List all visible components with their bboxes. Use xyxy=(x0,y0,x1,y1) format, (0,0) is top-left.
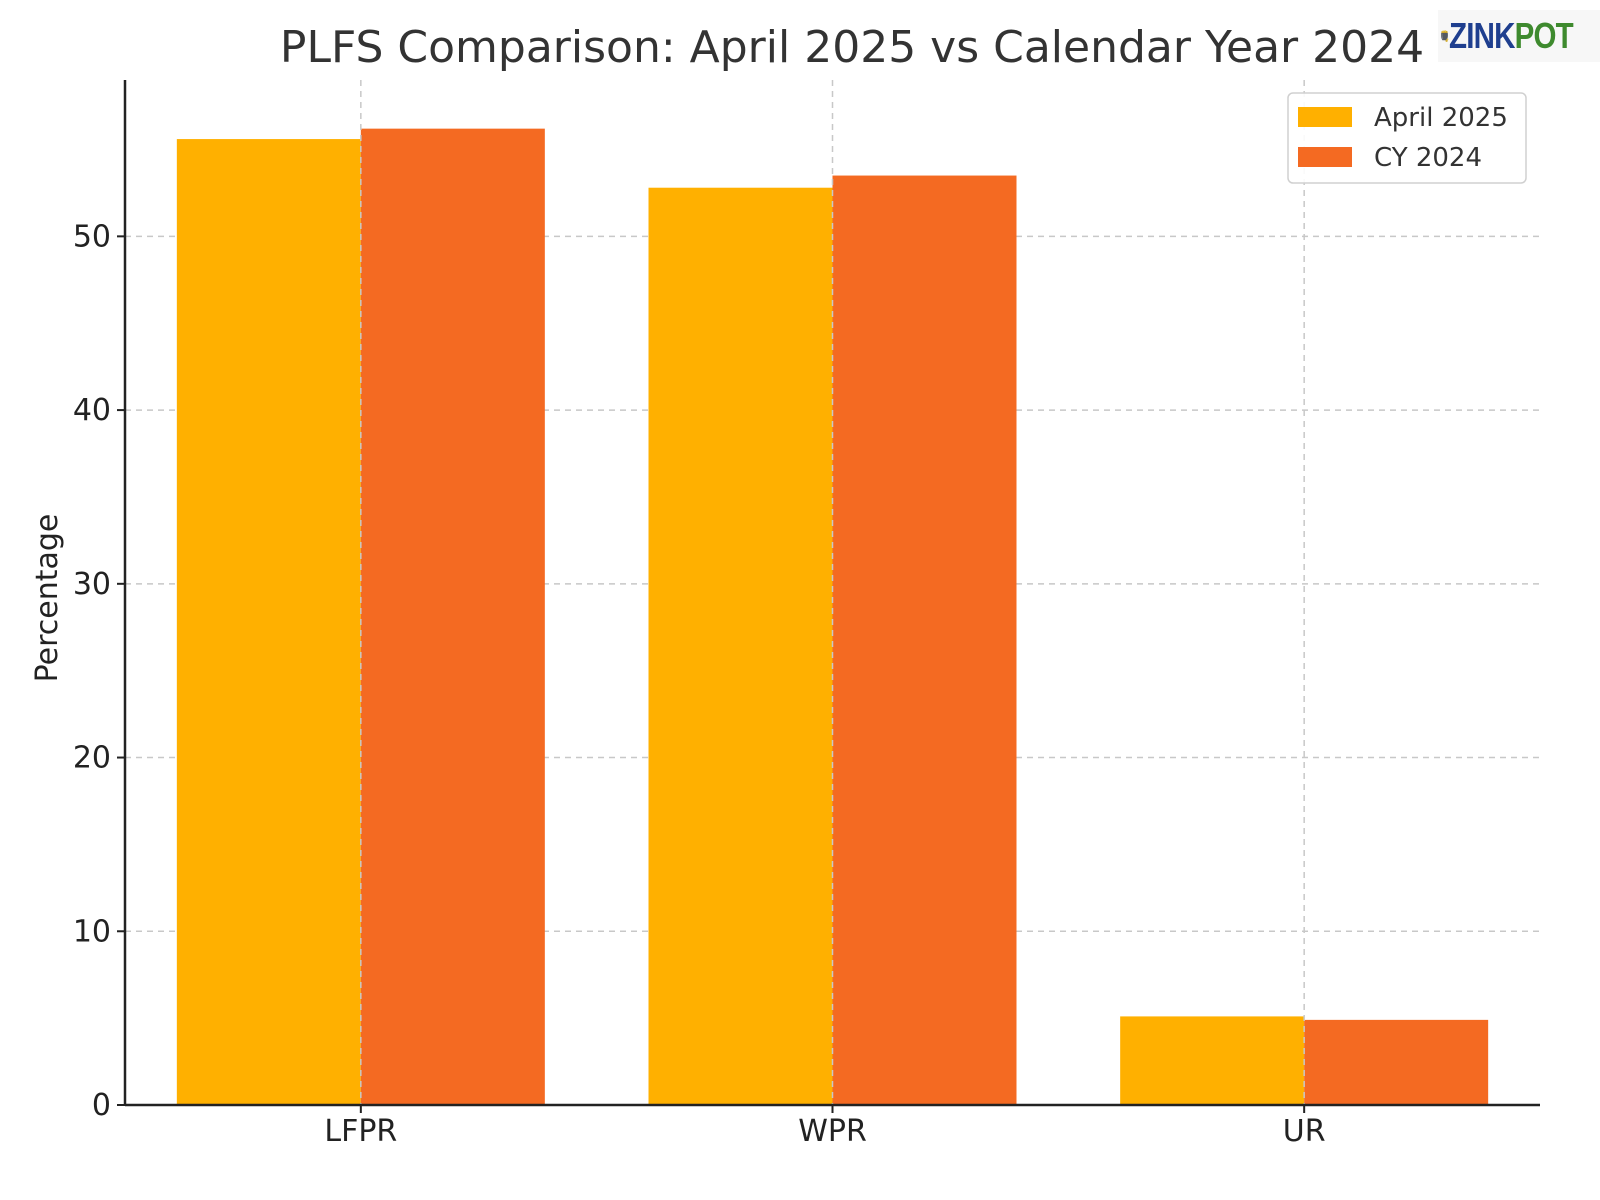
y-tick-label: 30 xyxy=(73,567,111,602)
legend-label-april-2025: April 2025 xyxy=(1374,103,1508,133)
y-tick-label: 10 xyxy=(73,914,111,949)
zinkpot-logo: ZINKPOT xyxy=(1438,10,1600,62)
y-axis-ticks: 0 10 20 30 40 50 xyxy=(73,219,125,1123)
y-axis-label: Percentage xyxy=(30,514,65,683)
x-tick-label: WPR xyxy=(798,1114,867,1149)
y-tick-label: 40 xyxy=(73,393,111,428)
legend-swatch-cy-2024 xyxy=(1298,147,1352,167)
x-tick-label: LFPR xyxy=(324,1114,397,1149)
logo-text: ZINKPOT xyxy=(1448,15,1574,56)
y-tick-label: 0 xyxy=(92,1088,111,1123)
legend-label-cy-2024: CY 2024 xyxy=(1374,143,1482,173)
y-tick-label: 50 xyxy=(73,219,111,254)
money-pot-icon xyxy=(1441,30,1449,42)
legend-swatch-april-2025 xyxy=(1298,107,1352,127)
x-tick-label: UR xyxy=(1283,1114,1326,1149)
chart-title: PLFS Comparison: April 2025 vs Calendar … xyxy=(280,22,1424,73)
bar-wpr-april-2025 xyxy=(648,187,833,1106)
bar-lfpr-cy-2024 xyxy=(360,128,545,1106)
bars xyxy=(176,80,1489,1106)
y-tick-label: 20 xyxy=(73,741,111,776)
bar-lfpr-april-2025 xyxy=(176,139,361,1105)
bar-ur-cy-2024 xyxy=(1304,1019,1489,1105)
bar-wpr-cy-2024 xyxy=(832,175,1017,1105)
legend: April 2025 CY 2024 xyxy=(1287,92,1527,184)
bar-ur-april-2025 xyxy=(1120,1016,1305,1105)
x-axis-ticks: LFPR WPR UR xyxy=(324,1105,1326,1149)
